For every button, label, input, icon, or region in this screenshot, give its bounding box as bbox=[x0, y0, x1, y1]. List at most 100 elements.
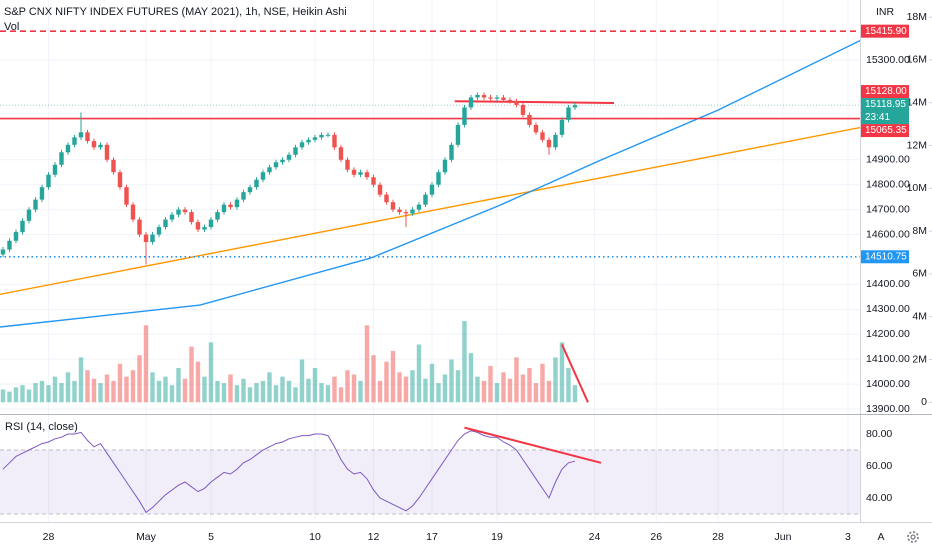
last-price-label: 15118.95 bbox=[865, 99, 906, 110]
volume-bar bbox=[345, 370, 350, 403]
volume-bar bbox=[325, 385, 331, 403]
volume-bar bbox=[111, 380, 116, 403]
candle-body bbox=[384, 194, 389, 203]
volume-bar bbox=[91, 378, 97, 403]
candle-body bbox=[377, 184, 383, 195]
candle-body bbox=[429, 184, 435, 195]
price-line-label-box bbox=[861, 124, 909, 138]
price-tick-label: 14200.00 bbox=[866, 328, 910, 340]
candle-body bbox=[475, 94, 480, 98]
candle-body bbox=[0, 249, 6, 255]
volume-tick-label: 2M bbox=[912, 353, 927, 365]
candle-body bbox=[358, 172, 363, 175]
volume-bar bbox=[429, 363, 435, 403]
volume-bar bbox=[371, 355, 376, 403]
volume-bar bbox=[546, 380, 552, 403]
candle-body bbox=[98, 144, 103, 148]
volume-bar bbox=[117, 363, 123, 403]
volume-bar bbox=[202, 376, 207, 403]
candle-body bbox=[410, 209, 415, 214]
axes: 28 May 5 10 12 17 19 24 26 28 Jun 3 15300.00 14900.00… bbox=[43, 11, 932, 543]
price-line-label: 15415.90 bbox=[865, 26, 907, 37]
volume-tick-label: 0 bbox=[921, 396, 927, 408]
candle-body bbox=[566, 107, 571, 120]
candle-body bbox=[455, 124, 461, 145]
volume-bar bbox=[221, 383, 227, 403]
candle-body bbox=[234, 199, 240, 208]
volume-bar bbox=[494, 383, 500, 403]
volume-bar bbox=[507, 378, 513, 403]
candle-body bbox=[267, 167, 272, 173]
drawings bbox=[0, 30, 860, 403]
volume-bar bbox=[78, 357, 84, 403]
candle-body bbox=[143, 234, 149, 243]
candle-body bbox=[91, 141, 97, 148]
settings-icon[interactable] bbox=[907, 531, 919, 543]
volume-bar bbox=[280, 376, 285, 403]
candle-body bbox=[397, 209, 402, 213]
candle-body bbox=[559, 119, 565, 135]
currency: INR bbox=[876, 6, 895, 18]
candle-body bbox=[52, 164, 58, 175]
volume-bar bbox=[208, 342, 214, 403]
volume-bar bbox=[364, 325, 370, 403]
volume-bar bbox=[306, 378, 311, 403]
candle-body bbox=[46, 174, 51, 188]
price-tick-label: 14900.00 bbox=[866, 154, 910, 166]
volume-bar bbox=[442, 374, 448, 403]
candle-body bbox=[514, 101, 519, 105]
candle-body bbox=[488, 97, 493, 99]
volume-bar bbox=[351, 374, 357, 403]
x-tick-label: 28 bbox=[712, 531, 724, 543]
candle-body bbox=[286, 154, 292, 160]
candle-body bbox=[312, 137, 318, 140]
x-tick-label: 24 bbox=[589, 531, 601, 543]
volume-bar bbox=[20, 385, 25, 403]
volume-pane bbox=[0, 320, 578, 403]
grid bbox=[0, 0, 860, 522]
volume-bar bbox=[215, 380, 220, 403]
x-tick-label: 12 bbox=[368, 531, 380, 543]
volume-bar bbox=[234, 385, 240, 403]
candle-body bbox=[540, 132, 545, 140]
volume-bar bbox=[241, 378, 246, 403]
trendline-label: 15128.00 bbox=[865, 86, 907, 97]
last-price-label-box bbox=[861, 98, 909, 125]
volume-bar bbox=[501, 372, 506, 403]
x-tick-label: 26 bbox=[650, 531, 662, 543]
candle-body bbox=[306, 139, 311, 143]
price-tick-label: 15300.00 bbox=[866, 54, 910, 66]
rsi-title: RSI (14, close) bbox=[5, 421, 78, 433]
volume-bar bbox=[98, 383, 103, 403]
volume-bar bbox=[410, 370, 415, 403]
candle-body bbox=[215, 212, 220, 220]
auto-scale-button[interactable]: A bbox=[877, 531, 884, 543]
volume-bar bbox=[176, 368, 181, 403]
candle-body bbox=[520, 104, 526, 115]
candle-body bbox=[195, 222, 201, 230]
volume-bar bbox=[169, 385, 175, 403]
price-tick-label: 14000.00 bbox=[866, 378, 910, 390]
candle-body bbox=[241, 192, 246, 200]
x-tick-label: 5 bbox=[208, 531, 214, 543]
volume-bar bbox=[455, 370, 461, 403]
candle-body bbox=[156, 227, 162, 235]
candle-body bbox=[533, 124, 539, 133]
volume-bar bbox=[319, 383, 324, 403]
rsi-tick-label: 80.00 bbox=[866, 428, 892, 440]
candles bbox=[0, 92, 578, 265]
price-tick-label: 14300.00 bbox=[866, 303, 910, 315]
price-line-label-box bbox=[861, 250, 909, 264]
candle-body bbox=[293, 147, 298, 155]
candle-body bbox=[59, 152, 64, 165]
candle-body bbox=[13, 232, 19, 241]
volume-bar bbox=[267, 372, 272, 403]
candle-body bbox=[169, 214, 175, 220]
volume-bar bbox=[59, 383, 64, 403]
x-tick-label: May bbox=[136, 531, 157, 543]
volume-trendline bbox=[561, 344, 589, 403]
candle-body bbox=[228, 204, 233, 208]
volume-bar bbox=[273, 385, 279, 403]
volume-tick-label: 12M bbox=[907, 139, 927, 151]
